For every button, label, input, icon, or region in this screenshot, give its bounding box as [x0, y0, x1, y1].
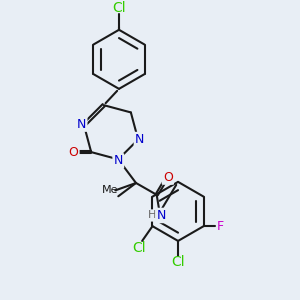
- Text: O: O: [68, 146, 78, 159]
- Text: Me: Me: [102, 185, 118, 195]
- Text: N: N: [135, 133, 144, 146]
- Text: O: O: [163, 171, 173, 184]
- Text: N: N: [156, 209, 166, 222]
- Text: N: N: [114, 154, 123, 167]
- Text: Cl: Cl: [132, 241, 146, 255]
- Text: N: N: [77, 118, 86, 130]
- Text: Cl: Cl: [112, 1, 126, 15]
- Text: Cl: Cl: [171, 256, 185, 269]
- Text: F: F: [216, 220, 224, 233]
- Text: H: H: [148, 211, 156, 220]
